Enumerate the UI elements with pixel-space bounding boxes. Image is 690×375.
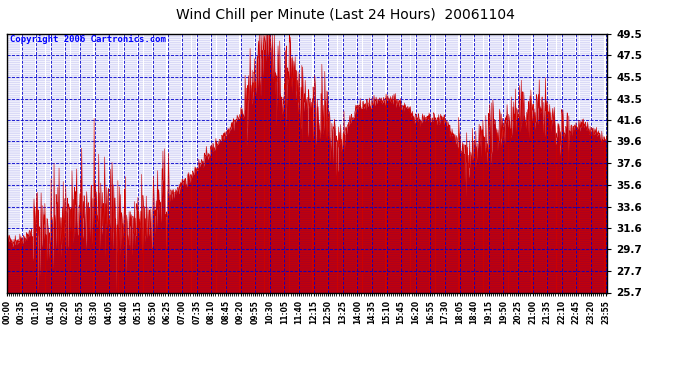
- Text: Copyright 2006 Cartronics.com: Copyright 2006 Cartronics.com: [10, 35, 166, 44]
- Text: Wind Chill per Minute (Last 24 Hours)  20061104: Wind Chill per Minute (Last 24 Hours) 20…: [175, 8, 515, 21]
